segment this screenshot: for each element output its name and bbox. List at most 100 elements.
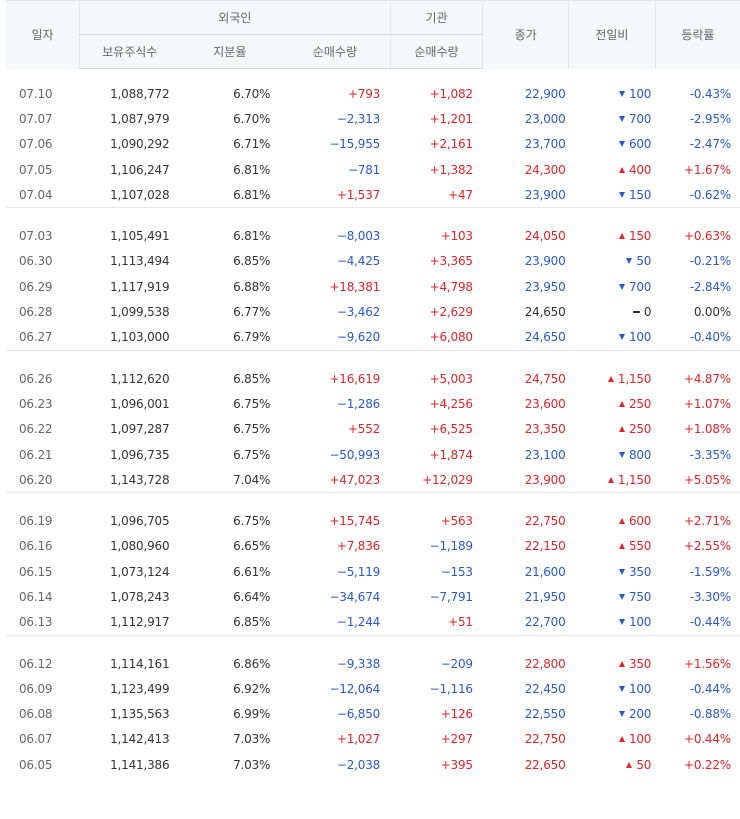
change-value: 50 (636, 254, 652, 269)
foreign-net-cell: +15,745 (329, 514, 381, 529)
date-cell: 07.05 (19, 162, 53, 177)
close-price-cell: 23,900 (524, 187, 566, 202)
change-cell: 50 (569, 249, 656, 274)
inst-net-cell: +6,080 (429, 330, 473, 345)
inst-net-cell: +3,365 (429, 254, 473, 269)
close-price-cell: 24,750 (524, 371, 566, 386)
close-price-cell: 21,950 (524, 589, 566, 604)
foreign-net-cell: +16,619 (329, 371, 381, 386)
ratio-cell: 6.81% (233, 187, 271, 202)
table-row: 06.29 1,117,919 6.88% +18,381 +4,798 23,950 70… (6, 274, 740, 299)
header-change: 전일비 (568, 0, 656, 69)
table-row: 07.05 1,106,247 6.81% −781 +1,382 24,300 400 +1… (6, 157, 740, 182)
change-value: 50 (636, 757, 652, 772)
rate-cell: -1.59% (689, 564, 731, 579)
close-price-cell: 24,300 (524, 162, 566, 177)
change-cell: 100 (569, 727, 656, 752)
change-value: 700 (628, 279, 652, 294)
date-cell: 06.09 (19, 681, 53, 696)
rate-cell: -0.62% (689, 187, 731, 202)
header-rate: 등락률 (654, 0, 740, 69)
foreign-net-cell: −50,993 (329, 447, 381, 462)
header-foreign: 외국인 (79, 0, 391, 35)
rate-cell: +5.05% (684, 472, 731, 487)
change-cell: 150 (569, 182, 656, 208)
table-row: 06.21 1,096,735 6.75% −50,993 +1,874 23,100 80… (6, 442, 740, 467)
change-value: 400 (628, 162, 652, 177)
rate-cell: +4.87% (684, 371, 731, 386)
change-value: 100 (628, 681, 652, 696)
table-row: 06.20 1,143,728 7.04% +47,023 +12,029 23,900 1… (6, 467, 740, 493)
inst-net-cell: +1,082 (429, 86, 473, 101)
table-row: 06.12 1,114,161 6.86% −9,338 −209 22,800 350 +1… (6, 651, 740, 676)
rate-cell: -2.84% (689, 279, 731, 294)
foreign-net-cell: −9,338 (336, 656, 381, 671)
triangle-down-icon (618, 451, 625, 458)
table-row: 07.04 1,107,028 6.81% +1,537 +47 23,900 150 -0.… (6, 182, 740, 208)
triangle-up-icon (626, 761, 633, 768)
change-value: 100 (628, 732, 652, 747)
ratio-cell: 6.81% (233, 229, 271, 244)
holdings-cell: 1,113,494 (110, 254, 170, 269)
triangle-down-icon (618, 334, 625, 341)
holdings-cell: 1,142,413 (110, 732, 170, 747)
table-row: 07.10 1,088,772 6.70% +793 +1,082 22,900 100 -0… (6, 81, 740, 106)
change-cell: 200 (569, 702, 656, 727)
change-cell: 700 (569, 274, 656, 299)
date-cell: 06.21 (19, 447, 53, 462)
date-cell: 07.10 (19, 86, 53, 101)
foreign-net-cell: −12,064 (329, 681, 381, 696)
change-cell: 1,150 (569, 366, 656, 391)
holdings-cell: 1,106,247 (110, 162, 170, 177)
foreign-net-cell: −2,313 (336, 111, 381, 126)
ratio-cell: 6.85% (233, 371, 271, 386)
triangle-up-icon (618, 518, 625, 525)
foreign-net-cell: −1,244 (336, 615, 381, 630)
date-cell: 07.04 (19, 187, 53, 202)
date-cell: 06.30 (19, 254, 53, 269)
table-row: 06.07 1,142,413 7.03% +1,027 +297 22,750 100 +0… (6, 727, 740, 752)
close-price-cell: 23,700 (524, 137, 566, 152)
foreign-net-cell: −9,620 (336, 330, 381, 345)
change-value: 350 (628, 656, 652, 671)
triangle-down-icon (626, 258, 633, 265)
triangle-up-icon (618, 736, 625, 743)
date-cell: 06.27 (19, 330, 53, 345)
triangle-down-icon (618, 593, 625, 600)
inst-net-cell: −209 (440, 656, 473, 671)
inst-net-cell: +5,003 (429, 371, 473, 386)
change-cell: 50 (569, 752, 656, 777)
table-body: 07.10 1,088,772 6.70% +793 +1,082 22,900 100 -0… (6, 69, 740, 778)
holdings-cell: 1,097,287 (110, 422, 170, 437)
change-value: 600 (628, 137, 652, 152)
change-cell: 800 (569, 442, 656, 467)
header-close: 종가 (482, 0, 569, 69)
change-cell: 550 (569, 534, 656, 559)
holdings-cell: 1,117,919 (110, 279, 170, 294)
triangle-down-icon (618, 115, 625, 122)
triangle-down-icon (618, 191, 625, 198)
triangle-up-icon (618, 400, 625, 407)
change-cell: 350 (569, 651, 656, 676)
table-row: 06.22 1,097,287 6.75% +552 +6,525 23,350 250 +1… (6, 417, 740, 442)
table-row: 06.05 1,141,386 7.03% −2,038 +395 22,650 50 +0.… (6, 752, 740, 777)
holdings-cell: 1,090,292 (110, 137, 170, 152)
close-price-cell: 22,650 (524, 757, 566, 772)
close-price-cell: 22,450 (524, 681, 566, 696)
ratio-cell: 6.85% (233, 254, 271, 269)
foreign-net-cell: −5,119 (336, 564, 381, 579)
inst-net-cell: +2,161 (429, 137, 473, 152)
change-cell: 750 (569, 584, 656, 609)
change-value: 600 (628, 514, 652, 529)
date-cell: 07.03 (19, 229, 53, 244)
table-row: 06.08 1,135,563 6.99% −6,850 +126 22,550 200 -0… (6, 702, 740, 727)
triangle-down-icon (618, 141, 625, 148)
ratio-cell: 6.77% (233, 305, 271, 320)
ratio-cell: 6.75% (233, 396, 271, 411)
ratio-cell: 6.81% (233, 162, 271, 177)
inst-net-cell: +47 (448, 187, 473, 202)
close-price-cell: 23,350 (524, 422, 566, 437)
foreign-net-cell: +1,537 (336, 187, 381, 202)
holdings-cell: 1,099,538 (110, 305, 170, 320)
close-price-cell: 23,900 (524, 254, 566, 269)
